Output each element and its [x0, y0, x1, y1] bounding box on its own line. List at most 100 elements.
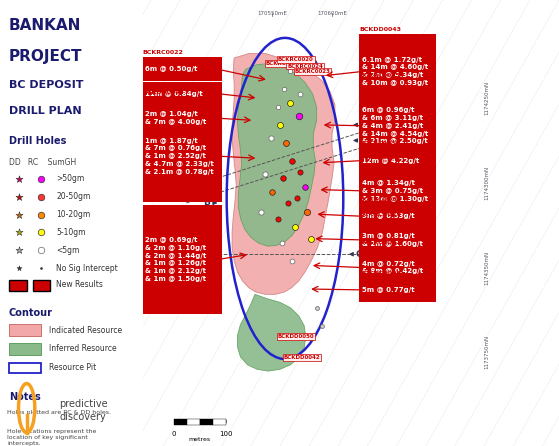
Text: 170550mE: 170550mE: [258, 11, 287, 16]
Text: Hole locations represent the
location of key significant
intercepts.: Hole locations represent the location of…: [7, 429, 97, 446]
Text: 3m @ 0.81g/t
& 2m @ 1.60g/t: 3m @ 0.81g/t & 2m @ 1.60g/t: [362, 233, 423, 247]
Text: Inferred Resource: Inferred Resource: [49, 344, 116, 353]
Text: BC DEPOSIT: BC DEPOSIT: [9, 80, 83, 90]
FancyBboxPatch shape: [359, 219, 436, 260]
Point: [317, 322, 326, 329]
Text: BCKRCD026: BCKRCD026: [359, 271, 401, 276]
Point: [286, 68, 295, 75]
Text: 6m @ 0.96g/t
& 6m @ 3.11g/t
& 4m @ 2.41g/t
& 14m @ 4.54g/t
& 21m @ 2.50g/t: 6m @ 0.96g/t & 6m @ 3.11g/t & 4m @ 2.41g…: [362, 107, 428, 144]
Text: BCKRC0023: BCKRC0023: [295, 69, 330, 74]
Point: [288, 157, 297, 164]
Text: 11m @ 0.84g/t: 11m @ 0.84g/t: [145, 91, 203, 97]
Text: BCKDD0042: BCKDD0042: [284, 355, 320, 360]
Text: Contour: Contour: [9, 308, 53, 318]
Point: [288, 257, 297, 264]
Bar: [9, 363, 41, 373]
Point: [279, 175, 288, 182]
Text: BCKRC0022: BCKRC0022: [143, 50, 183, 55]
Point: [15, 175, 23, 182]
Text: BCKRC0033: BCKRC0033: [359, 141, 400, 146]
Text: 9m @ 0.53g/t: 9m @ 0.53g/t: [362, 213, 414, 219]
Bar: [187, 419, 200, 425]
Text: PROJECT: PROJECT: [9, 49, 82, 64]
FancyBboxPatch shape: [359, 204, 436, 228]
Text: C: C: [200, 250, 206, 259]
Point: [302, 208, 311, 215]
Text: Resource Pit: Resource Pit: [49, 363, 96, 372]
Point: [276, 121, 285, 128]
Text: BCKDD046B: BCKDD046B: [143, 103, 185, 108]
FancyBboxPatch shape: [143, 82, 222, 106]
Point: [257, 208, 266, 215]
Text: BCKDD0050: BCKDD0050: [277, 334, 314, 339]
Polygon shape: [238, 63, 316, 246]
Point: [37, 211, 46, 218]
Text: 6.1m @ 1.72g/t
& 14m @ 4.60g/t
& 2m @ 4.34g/t
& 10m @ 0.93g/t: 6.1m @ 1.72g/t & 14m @ 4.60g/t & 2m @ 4.…: [362, 57, 428, 86]
Text: <5gm: <5gm: [56, 246, 80, 255]
Text: 4m @ 0.72g/t
& 8m @ 0.42g/t: 4m @ 0.72g/t & 8m @ 0.42g/t: [362, 261, 423, 274]
Bar: [200, 419, 213, 425]
Text: B: B: [203, 198, 210, 207]
Point: [301, 184, 310, 191]
Text: 0: 0: [172, 431, 176, 437]
FancyBboxPatch shape: [359, 162, 436, 220]
Point: [15, 193, 23, 200]
Text: BCKRC0028: BCKRC0028: [359, 155, 400, 160]
Text: 1m @ 1.87g/t
& 7m @ 0.76g/t
& 1m @ 2.52g/t
& 4.7m @ 2.33g/t
& 2.1m @ 0.78g/t: 1m @ 1.87g/t & 7m @ 0.76g/t & 1m @ 2.52g…: [145, 138, 214, 174]
Text: 6m @ 0.50g/t: 6m @ 0.50g/t: [145, 66, 197, 72]
FancyBboxPatch shape: [9, 280, 27, 291]
Text: 5-10gm: 5-10gm: [56, 228, 86, 237]
Text: B': B': [360, 136, 369, 145]
Point: [37, 193, 46, 200]
Text: predictive: predictive: [59, 399, 108, 409]
Text: BCKDD0045: BCKDD0045: [143, 74, 184, 79]
FancyBboxPatch shape: [143, 110, 222, 202]
Text: BCKRCD032: BCKRCD032: [359, 240, 401, 245]
FancyBboxPatch shape: [143, 205, 222, 314]
Text: 10-20gm: 10-20gm: [56, 210, 91, 219]
Text: discovery: discovery: [59, 412, 106, 422]
Text: 2m @ 1.04g/t
& 7m @ 4.00g/t: 2m @ 1.04g/t & 7m @ 4.00g/t: [145, 112, 206, 125]
Point: [37, 229, 46, 236]
Point: [290, 224, 299, 231]
FancyBboxPatch shape: [9, 324, 41, 336]
Point: [292, 195, 301, 202]
Text: BCKRC0020: BCKRC0020: [278, 57, 314, 62]
Text: 12m @ 4.22g/t: 12m @ 4.22g/t: [362, 157, 419, 164]
Point: [285, 99, 294, 106]
FancyBboxPatch shape: [143, 57, 222, 81]
Text: 1174300mN: 1174300mN: [484, 166, 489, 200]
Text: Notes: Notes: [9, 392, 41, 401]
Text: C': C': [356, 250, 365, 259]
Point: [261, 170, 270, 178]
FancyBboxPatch shape: [359, 34, 436, 109]
Text: No Sig Intercept: No Sig Intercept: [56, 264, 118, 273]
Point: [273, 215, 282, 222]
Point: [278, 240, 287, 247]
Point: [294, 112, 303, 120]
Text: metres: metres: [189, 437, 211, 442]
Text: BCKRC0021: BCKRC0021: [266, 61, 301, 66]
Text: >50gm: >50gm: [56, 174, 84, 183]
Point: [15, 247, 23, 254]
Text: Holes plotted are RC & DD holes.: Holes plotted are RC & DD holes.: [7, 410, 111, 415]
Text: BCKRC0025: BCKRC0025: [359, 73, 400, 78]
Text: 1173750mN: 1173750mN: [484, 335, 489, 369]
Text: Drill Holes: Drill Holes: [9, 136, 67, 146]
Point: [15, 211, 23, 218]
Text: A: A: [206, 183, 212, 192]
Point: [296, 168, 305, 175]
Bar: [174, 419, 187, 425]
Point: [15, 264, 23, 272]
Point: [307, 235, 316, 242]
Text: 1174250mN: 1174250mN: [484, 81, 489, 115]
Text: A': A': [360, 120, 369, 129]
Text: BCKRCD030: BCKRCD030: [359, 197, 401, 202]
Text: Indicated Resource: Indicated Resource: [49, 326, 122, 334]
Text: BCKRCD027: BCKRCD027: [143, 198, 184, 203]
Point: [37, 264, 46, 272]
Text: BCKDD0044: BCKDD0044: [143, 91, 184, 95]
Text: 100: 100: [219, 431, 233, 437]
Point: [37, 247, 46, 254]
Point: [282, 139, 291, 146]
